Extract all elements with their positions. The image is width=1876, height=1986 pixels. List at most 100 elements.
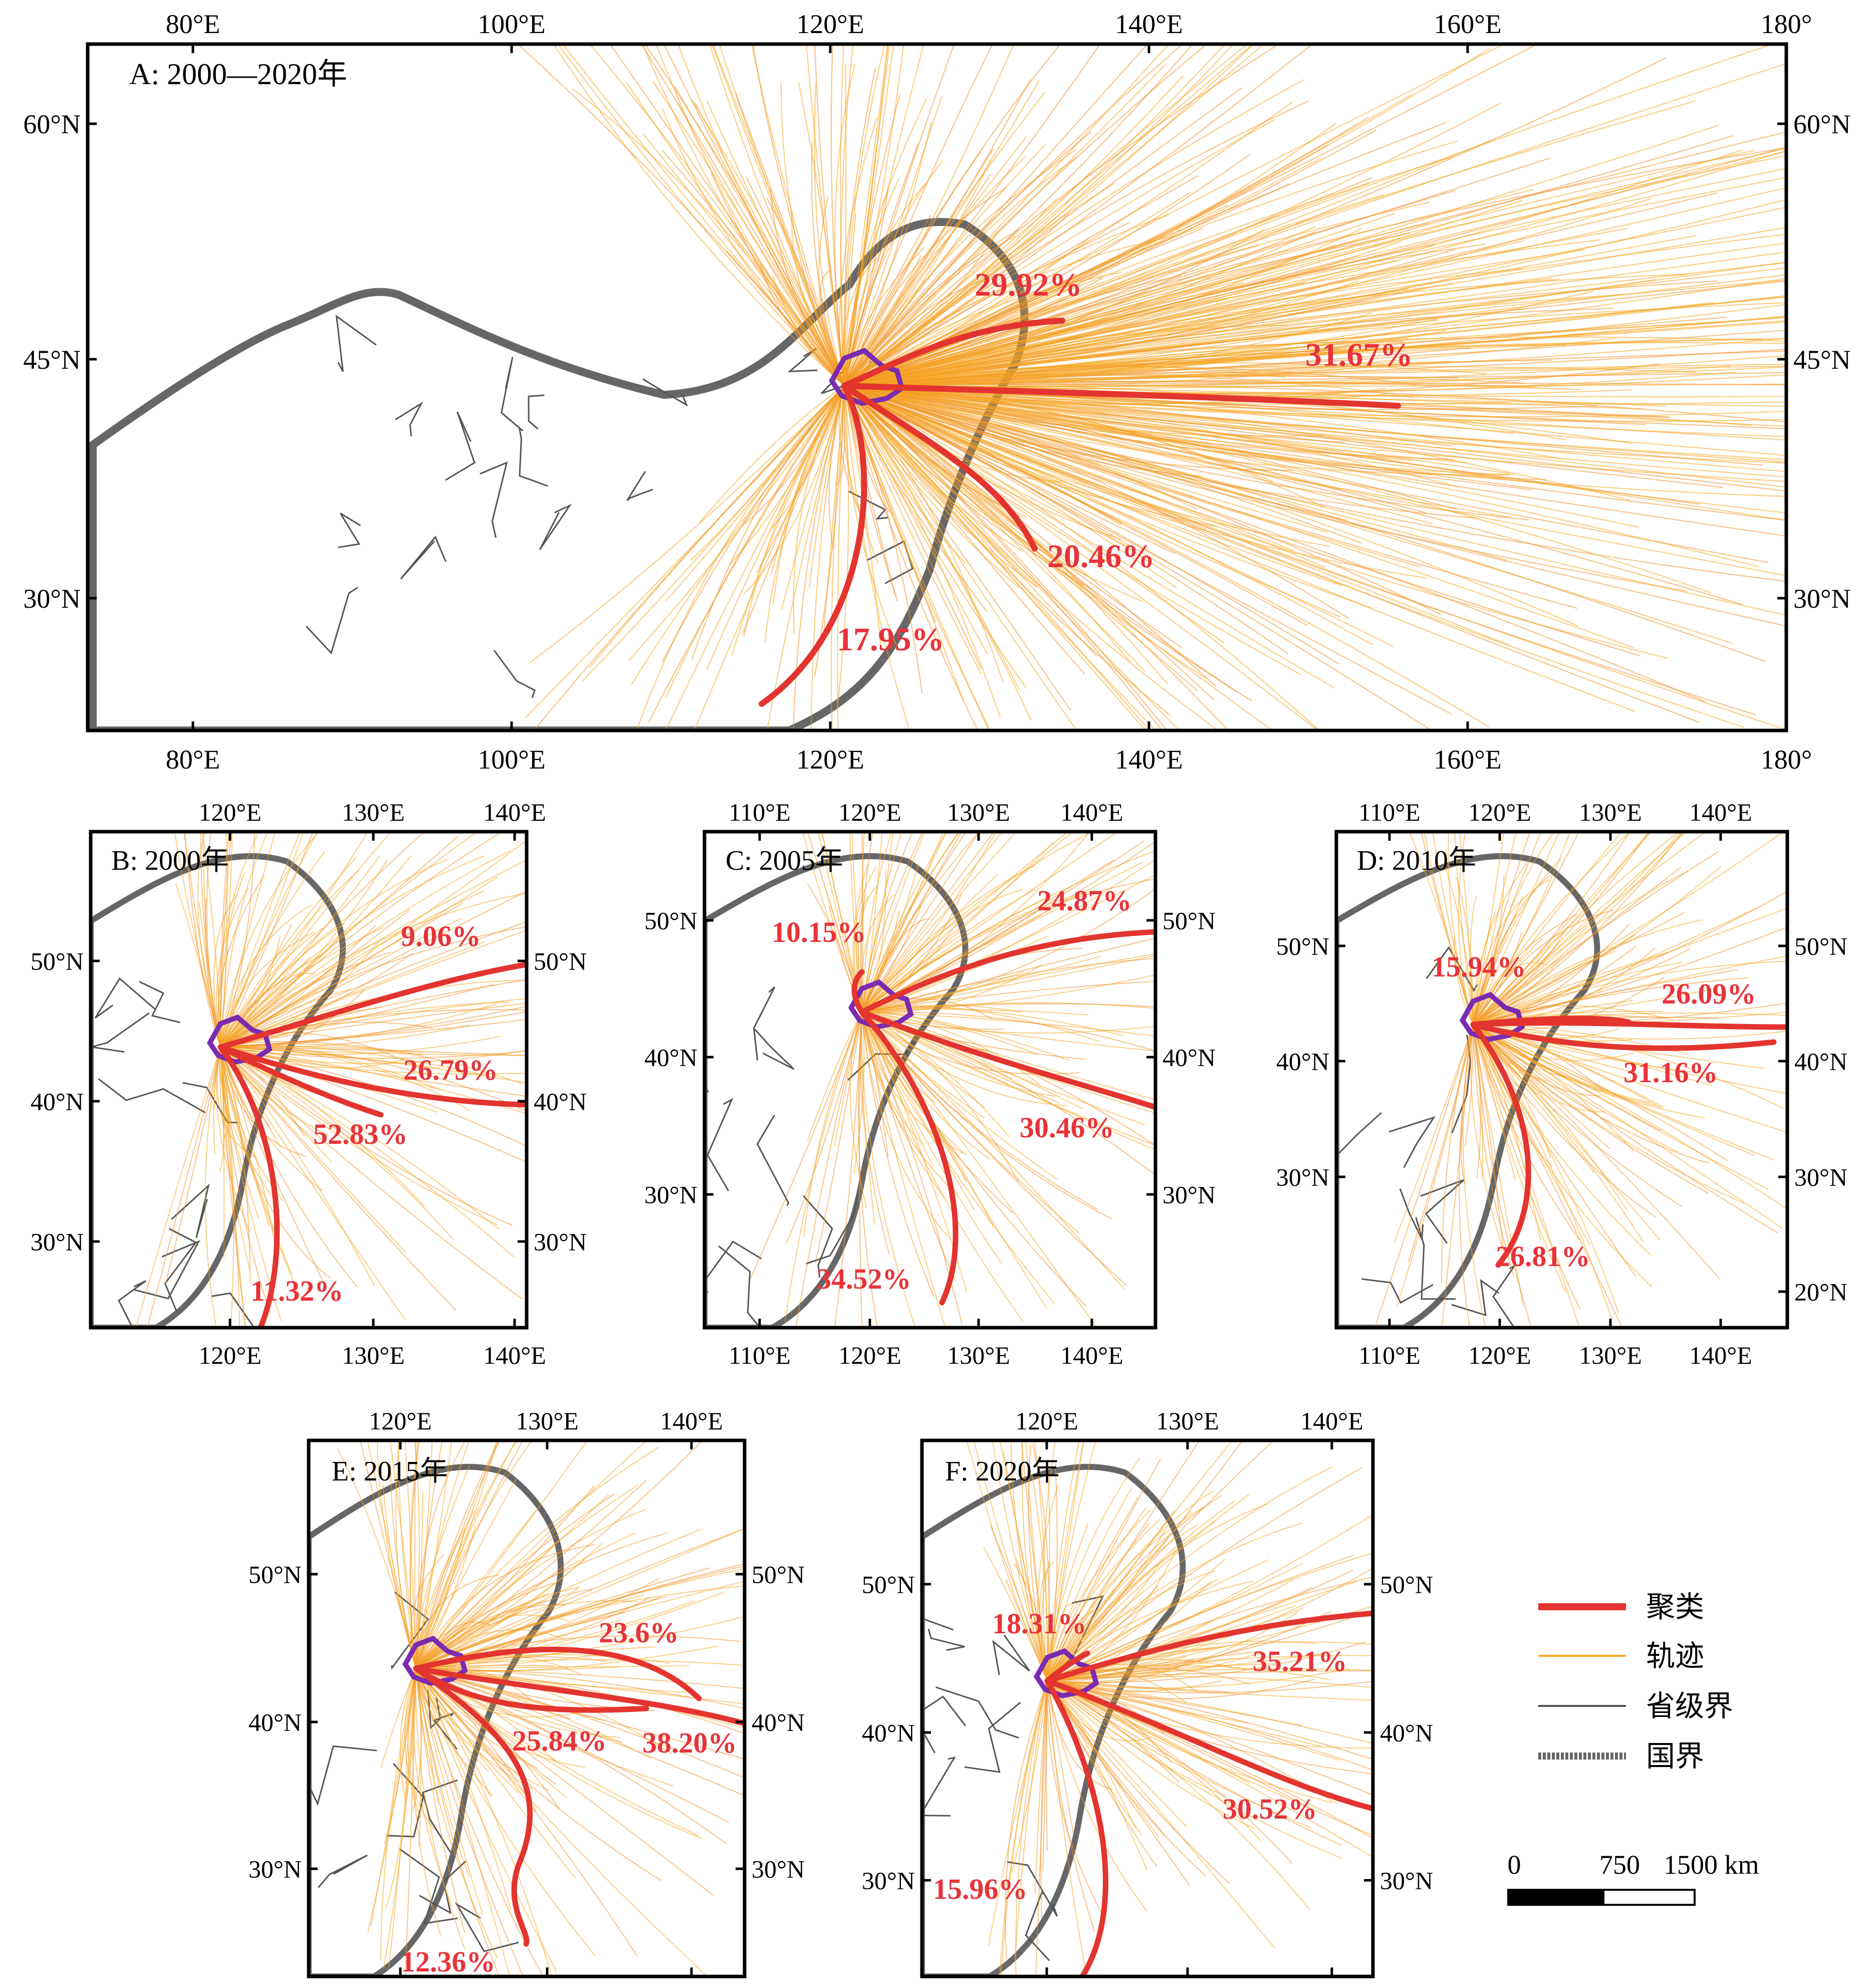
right-latitude-tick-label: 40°N (1794, 1048, 1847, 1076)
cluster-percentage-label: 9.06% (401, 920, 481, 952)
left-latitude-tick-label: 50°N (1276, 932, 1329, 960)
cluster-percentage-label: 52.83% (313, 1118, 408, 1150)
top-longitude-tick-label: 140°E (483, 798, 546, 826)
right-latitude-tick-label: 40°N (1380, 1719, 1433, 1747)
top-longitude-tick-label: 130°E (1156, 1407, 1219, 1435)
map-panel-d: 26.09% 15.94% 31.16% 26.81% D: 2010年 110°E 120… (1276, 798, 1847, 1369)
cluster-path (1044, 1610, 1373, 1684)
cluster-path (859, 929, 1155, 1015)
top-longitude-tick-label: 160°E (1434, 9, 1502, 39)
cluster-percentage-label: 26.81% (1496, 1240, 1590, 1273)
cluster-path (1470, 1022, 1531, 1268)
legend-label-cluster: 聚类 (1646, 1591, 1704, 1623)
cluster-percentage-label: 15.96% (933, 1873, 1028, 1905)
trajectory-lines (135, 832, 527, 1328)
scale-bar-label: 750 (1599, 1850, 1640, 1880)
cluster-path (859, 1009, 959, 1306)
cluster-path (413, 1646, 702, 1701)
cluster-percentage-label: 31.16% (1623, 1056, 1718, 1089)
cluster-path (217, 1044, 527, 1108)
scale-bar-white (1602, 1889, 1696, 1906)
cluster-percentage-label: 34.52% (817, 1263, 911, 1295)
left-latitude-tick-label: 30°N (23, 584, 81, 614)
cluster-paths (413, 1646, 745, 1947)
bottom-longitude-tick-label: 130°E (947, 1341, 1010, 1369)
cluster-percentage-label: 26.09% (1662, 977, 1756, 1010)
top-longitude-tick-label: 140°E (660, 1407, 723, 1435)
panel-title: A: 2000—2020年 (129, 58, 347, 91)
left-latitude-tick-label: 30°N (644, 1181, 697, 1209)
top-longitude-tick-label: 130°E (1579, 798, 1642, 826)
cluster-percentage-label: 15.94% (1432, 950, 1526, 983)
map-panel-b: 9.06% 26.79% 52.83% 11.32% B: 2000年 120°E 130°… (31, 798, 587, 1369)
left-latitude-tick-label: 30°N (249, 1855, 302, 1883)
cluster-path (1044, 1678, 1373, 1812)
cluster-path (1044, 1650, 1090, 1684)
left-latitude-tick-label: 50°N (31, 947, 84, 975)
top-longitude-tick-label: 100°E (478, 9, 546, 39)
cluster-percentage-label: 30.46% (1020, 1111, 1114, 1144)
top-longitude-tick-label: 120°E (1468, 798, 1531, 826)
trajectory-lines (750, 832, 1155, 1328)
bottom-longitude-tick-label: 100°E (478, 744, 546, 775)
bottom-longitude-tick-label: 140°E (1115, 744, 1183, 775)
map-frame (307, 1438, 747, 1978)
bottom-longitude-tick-label: 160°E (1434, 744, 1502, 775)
cluster-paths (217, 961, 527, 1328)
top-longitude-tick-label: 120°E (198, 798, 262, 826)
right-latitude-tick-label: 20°N (1794, 1278, 1847, 1306)
bottom-longitude-tick-label: 110°E (729, 1341, 791, 1369)
bottom-longitude-tick-label: 120°E (1468, 1341, 1531, 1369)
legend-label-national: 国界 (1646, 1740, 1704, 1773)
cluster-paths (1044, 1610, 1373, 1976)
bottom-longitude-tick-label: 120°E (198, 1341, 262, 1369)
right-latitude-tick-label: 40°N (534, 1088, 587, 1116)
cluster-percentage-label: 30.52% (1223, 1793, 1317, 1825)
top-longitude-tick-label: 140°E (1060, 798, 1123, 826)
cluster-path (217, 1044, 280, 1328)
bottom-longitude-tick-label: 80°E (166, 744, 220, 775)
left-latitude-tick-label: 40°N (31, 1088, 84, 1116)
cluster-path (841, 383, 1038, 552)
cluster-percentage-label: 38.20% (642, 1726, 737, 1759)
panel-title: B: 2000年 (111, 845, 229, 876)
cluster-percentage-label: 10.15% (772, 916, 866, 948)
scale-bar-label: 1500 km (1664, 1850, 1759, 1880)
bottom-longitude-tick-label: 140°E (483, 1341, 546, 1369)
right-latitude-tick-label: 50°N (752, 1561, 805, 1589)
cluster-path (413, 1665, 533, 1947)
panel-title: D: 2010年 (1357, 845, 1476, 876)
left-latitude-tick-label: 50°N (862, 1571, 915, 1599)
cluster-percentage-label: 29.92% (975, 267, 1082, 303)
cluster-path (759, 383, 867, 707)
right-latitude-tick-label: 50°N (1794, 932, 1847, 960)
map-frame (89, 830, 529, 1330)
panel-title: C: 2005年 (726, 845, 843, 876)
left-latitude-tick-label: 40°N (644, 1044, 697, 1072)
top-longitude-tick-label: 140°E (1300, 1407, 1363, 1435)
right-latitude-tick-label: 50°N (1380, 1571, 1433, 1599)
map-frame (920, 1438, 1375, 1978)
scale-bar-label: 0 (1508, 1850, 1521, 1880)
cluster-percentage-label: 25.84% (512, 1724, 607, 1757)
top-longitude-tick-label: 110°E (1358, 798, 1421, 826)
top-longitude-tick-label: 140°E (1689, 798, 1752, 826)
right-latitude-tick-label: 30°N (1380, 1867, 1433, 1895)
scale-bar-black (1507, 1889, 1604, 1906)
top-longitude-tick-label: 80°E (166, 9, 220, 39)
province-boundaries (305, 315, 914, 698)
cluster-path (413, 1665, 649, 1713)
top-longitude-tick-label: 130°E (342, 798, 405, 826)
legend-label-track: 轨迹 (1646, 1640, 1704, 1672)
cluster-paths (1470, 1016, 1787, 1268)
right-latitude-tick-label: 30°N (1162, 1181, 1216, 1209)
left-latitude-tick-label: 50°N (644, 907, 697, 935)
cluster-path (217, 1044, 384, 1118)
trajectory-lines (517, 44, 1786, 730)
bottom-longitude-tick-label: 130°E (1579, 1341, 1642, 1369)
cluster-path (1044, 1678, 1108, 1976)
left-latitude-tick-label: 30°N (862, 1867, 915, 1895)
left-latitude-tick-label: 60°N (23, 109, 81, 139)
